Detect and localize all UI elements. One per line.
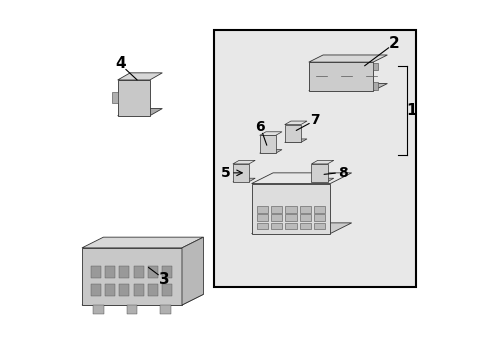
Polygon shape [251,223,351,234]
Polygon shape [82,248,182,305]
Bar [313,206,325,212]
Text: 4: 4 [115,57,125,71]
Polygon shape [259,132,282,135]
Bar [285,206,296,212]
Polygon shape [251,173,351,184]
Polygon shape [259,150,282,153]
Bar [299,222,310,229]
Text: 8: 8 [337,166,347,180]
Bar [214,30,415,287]
Polygon shape [232,178,255,182]
Bar [105,284,115,296]
Bar [133,284,143,296]
Polygon shape [308,55,386,62]
Polygon shape [311,178,333,182]
Bar [256,222,267,229]
Text: 1: 1 [406,103,416,118]
Bar [372,63,378,71]
Bar [119,266,129,278]
Polygon shape [118,73,162,80]
Bar [299,206,310,212]
Polygon shape [284,125,300,143]
Bar [93,305,104,314]
Bar [126,305,137,314]
Bar [313,222,325,229]
Polygon shape [308,62,372,91]
Polygon shape [118,109,162,116]
Bar [147,266,157,278]
Bar [285,222,296,229]
Text: 7: 7 [310,113,319,127]
Bar [270,206,282,212]
Bar [105,266,115,278]
Bar [91,266,101,278]
Polygon shape [82,294,203,305]
Polygon shape [232,164,248,182]
Bar [133,266,143,278]
Polygon shape [311,160,333,164]
Bar [256,206,267,212]
Polygon shape [251,184,329,234]
Text: 2: 2 [387,36,398,51]
Polygon shape [82,237,203,248]
Polygon shape [311,164,327,182]
Bar [270,214,282,221]
Bar [256,214,267,221]
Bar [119,284,129,296]
Bar [160,305,170,314]
Polygon shape [308,84,386,91]
Bar [299,214,310,221]
Bar [91,284,101,296]
Bar [162,266,171,278]
Polygon shape [232,160,255,164]
Bar [162,284,171,296]
Polygon shape [182,237,203,305]
Bar [372,82,378,90]
Text: 3: 3 [159,272,169,287]
Bar [285,214,296,221]
Polygon shape [284,121,306,125]
Polygon shape [259,135,275,153]
Bar [270,222,282,229]
Polygon shape [284,139,306,143]
Text: 5: 5 [221,166,230,180]
Bar [313,214,325,221]
Polygon shape [118,80,149,116]
Bar [112,93,118,103]
Bar [147,284,157,296]
Text: 6: 6 [255,120,264,134]
